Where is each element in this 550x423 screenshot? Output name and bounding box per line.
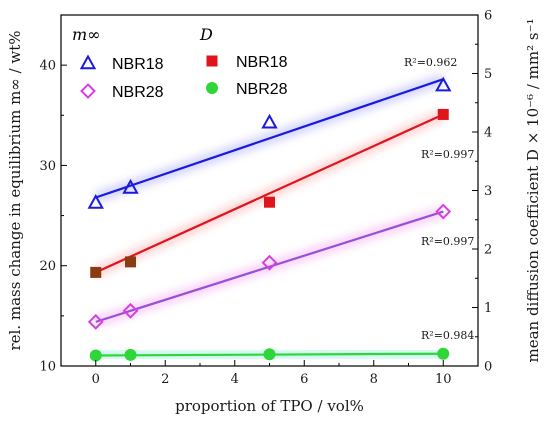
y-right-tick-label: 6 xyxy=(484,9,492,24)
fit-lines xyxy=(95,78,444,357)
fit-line-nbr18-d xyxy=(95,113,444,274)
data-markers xyxy=(87,76,452,362)
data-point-nbr28-m xyxy=(87,313,104,330)
y-left-tick-label: 40 xyxy=(39,59,56,74)
x-axis-label: proportion of TPO / vol% xyxy=(175,397,364,415)
legend-label: NBR28 xyxy=(112,84,164,101)
y-right-tick-label: 2 xyxy=(484,243,492,258)
x-tick-label: 6 xyxy=(300,372,308,387)
data-point-nbr28-d xyxy=(124,348,137,361)
y-left-tick-label: 10 xyxy=(39,360,56,375)
y-right-tick-label: 0 xyxy=(484,360,492,375)
legend-label: NBR18 xyxy=(112,56,164,73)
data-point-nbr28-m xyxy=(261,254,278,271)
legend-label: NBR28 xyxy=(236,81,288,98)
y-left-tick-label: 20 xyxy=(39,259,56,274)
data-point-nbr18-m xyxy=(261,113,278,129)
fit-line-nbr18-m xyxy=(95,78,444,199)
data-point-nbr18-d xyxy=(90,266,102,278)
fit-line-nbr28-m xyxy=(95,210,444,323)
data-point-nbr18-m xyxy=(122,178,139,194)
data-point-nbr18-m xyxy=(435,76,452,92)
y-right-tick-label: 4 xyxy=(484,126,492,141)
r2-annotation: R²=0.962 xyxy=(404,56,457,69)
x-tick-label: 8 xyxy=(370,372,378,387)
y-left-tick-label: 30 xyxy=(39,159,56,174)
r-squared-annotations: R²=0.962 R²=0.997 R²=0.997 R²=0.984 xyxy=(404,56,474,342)
y-right-tick-label: 1 xyxy=(484,301,492,316)
legend-marker-nbr18-d xyxy=(206,55,218,67)
y-axis-label-left: rel. mass change in equilibrium m∞ / wt% xyxy=(6,30,24,350)
r2-annotation: R²=0.997 xyxy=(421,148,474,161)
legend-label: NBR18 xyxy=(236,54,288,71)
r2-annotation: R²=0.997 xyxy=(421,235,474,248)
x-tick-label: 4 xyxy=(231,372,239,387)
legend-entries: NBR18 NBR28 NBR18 NBR28 xyxy=(79,54,288,101)
fit-line-glow-layer xyxy=(93,73,446,362)
x-tick-label: 10 xyxy=(435,372,452,387)
data-point-nbr18-d xyxy=(125,256,136,268)
legend: m∞ D NBR18 NBR28 NBR18 NBR28 xyxy=(72,25,288,101)
x-tick-label: 2 xyxy=(161,372,169,387)
legend-marker-nbr18-m xyxy=(79,54,97,70)
legend-marker-nbr28-d xyxy=(206,82,218,94)
data-point-nbr28-d xyxy=(89,349,102,362)
x-tick-label: 0 xyxy=(92,372,100,387)
data-point-nbr18-d xyxy=(437,108,449,120)
y-right-tick-label: 3 xyxy=(484,184,492,199)
data-point-nbr18-d xyxy=(264,196,275,208)
legend-group-d-title: D xyxy=(199,25,213,44)
data-point-nbr28-m xyxy=(435,203,452,220)
y-right-tick-label: 5 xyxy=(484,67,492,82)
data-point-nbr18-m xyxy=(87,193,104,209)
data-point-nbr28-d xyxy=(263,348,276,361)
legend-marker-nbr28-m xyxy=(80,83,96,99)
r2-annotation: R²=0.984 xyxy=(421,329,474,342)
axis-labels: proportion of TPO / vol% rel. mass chang… xyxy=(6,18,542,415)
axes: 0 2 4 6 8 10 10 20 30 40 0 1 2 3 4 5 6 xyxy=(39,9,492,388)
y-axis-label-right: mean diffusion coefficient D × 10⁻⁶ / mm… xyxy=(524,18,542,362)
data-point-nbr28-m xyxy=(122,302,139,319)
data-point-nbr28-d xyxy=(437,347,450,360)
legend-group-m-title: m∞ xyxy=(72,25,101,44)
